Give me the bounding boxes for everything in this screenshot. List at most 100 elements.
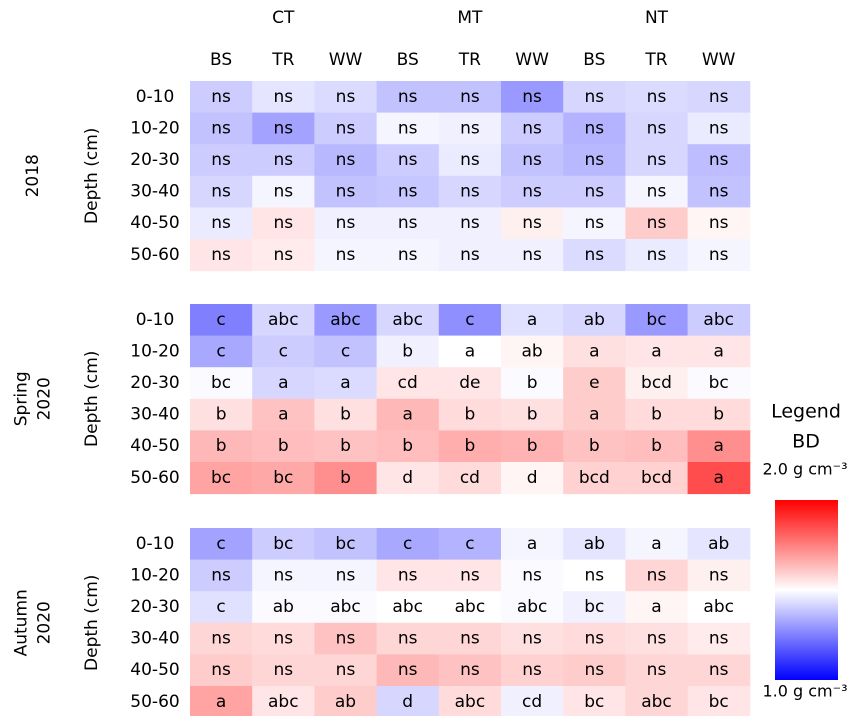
cell-label: abc [703, 597, 734, 617]
heat-cell [190, 559, 253, 592]
heat-cell [438, 144, 502, 177]
heat-cell [687, 591, 751, 624]
heat-cell [252, 112, 315, 145]
heat-cell [687, 528, 751, 561]
cell-label: ns [211, 245, 231, 265]
cell-label: ns [211, 565, 231, 585]
cell-label: ns [273, 245, 293, 265]
y-axis-label: Depth (cm) [82, 128, 102, 224]
heat-cell [625, 112, 689, 145]
colorbar-tick-label: 2.0 g cm⁻³ [762, 460, 847, 479]
heat-cell [252, 239, 315, 272]
heat-cell [438, 239, 502, 272]
heat-cell [252, 144, 315, 177]
cell-label: bc [211, 468, 231, 488]
cell-label: bc [584, 597, 604, 617]
panel-title: 2018 [23, 154, 43, 197]
cell-label: b [651, 405, 662, 425]
heat-cell [438, 175, 502, 208]
cell-label: a [465, 341, 475, 361]
legend-title: Legend [771, 401, 841, 423]
heat-cell [252, 81, 315, 114]
cell-label: ns [522, 660, 542, 680]
heat-cell [314, 207, 378, 240]
cell-label: b [216, 405, 227, 425]
cell-label: ns [460, 565, 480, 585]
heat-cell [376, 207, 440, 240]
heat-cell [563, 207, 626, 240]
heat-cell [625, 367, 689, 400]
heat-cell [563, 175, 626, 208]
cell-label: ns [522, 118, 542, 138]
heat-cell [376, 528, 440, 561]
heat-cell [501, 367, 564, 400]
heat-cell [438, 430, 502, 463]
heat-cell [687, 398, 751, 431]
cell-label: ns [647, 182, 667, 202]
cell-label: a [527, 534, 537, 554]
heat-cell [438, 462, 502, 495]
cell-label: ns [460, 182, 480, 202]
heat-cell [438, 335, 502, 368]
cell-label: ns [460, 87, 480, 107]
depth-label: 20-30 [130, 373, 179, 393]
panel-title: 2020 [35, 601, 55, 644]
cell-label: b [402, 436, 413, 456]
heat-cell [314, 398, 378, 431]
heat-cell [190, 462, 253, 495]
heat-cell [314, 528, 378, 561]
heat-cell [501, 559, 564, 592]
heat-cell [190, 430, 253, 463]
cell-label: ns [584, 629, 604, 649]
cell-label: ns [273, 150, 293, 170]
depth-label: 30-40 [130, 182, 179, 202]
cell-label: ns [647, 150, 667, 170]
heat-cell [190, 175, 253, 208]
cell-label: a [651, 341, 661, 361]
heat-cell [376, 367, 440, 400]
depth-label: 40-50 [130, 213, 179, 233]
cell-label: b [651, 436, 662, 456]
depth-label: 0-10 [136, 534, 175, 554]
cell-label: ns [273, 565, 293, 585]
cell-label: b [216, 436, 227, 456]
heat-cell [563, 559, 626, 592]
cell-label: ns [398, 213, 418, 233]
cell-label: ns [398, 182, 418, 202]
heat-cell [376, 622, 440, 655]
cell-label: ns [460, 660, 480, 680]
heat-cell [252, 304, 315, 337]
heat-cell [563, 622, 626, 655]
cell-label: ns [336, 245, 356, 265]
heat-cell [252, 559, 315, 592]
cell-label: ns [522, 150, 542, 170]
heat-cell [190, 686, 253, 716]
cell-label: ns [709, 150, 729, 170]
heat-cell [687, 559, 751, 592]
heat-cell [625, 207, 689, 240]
cell-label: ns [336, 150, 356, 170]
heat-cell [563, 528, 626, 561]
heat-cell [687, 81, 751, 114]
depth-label: 30-40 [130, 629, 179, 649]
heat-cell [501, 430, 564, 463]
cell-label: ns [336, 213, 356, 233]
cell-label: ab [584, 310, 605, 330]
cell-label: ns [647, 118, 667, 138]
cell-label: ns [522, 87, 542, 107]
depth-label: 10-20 [130, 565, 179, 585]
cell-label: a [278, 373, 288, 393]
cell-label: cd [398, 373, 418, 393]
heat-cell [314, 559, 378, 592]
heat-cell [687, 175, 751, 208]
heat-cell [687, 654, 751, 687]
heat-cell [563, 304, 626, 337]
cell-label: ns [709, 213, 729, 233]
heat-cell [314, 112, 378, 145]
cell-label: bc [211, 373, 231, 393]
cell-label: ns [709, 565, 729, 585]
cell-label: a [713, 436, 723, 456]
heat-cell [563, 239, 626, 272]
cell-label: abc [268, 692, 299, 712]
